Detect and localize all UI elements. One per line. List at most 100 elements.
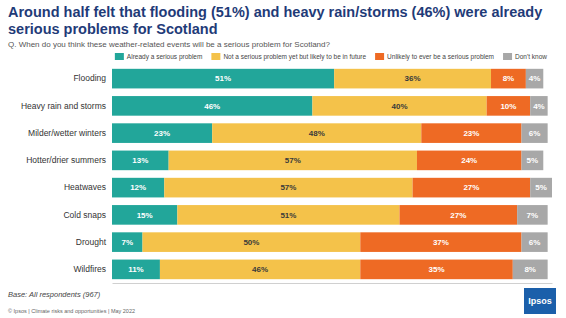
bar-segment xyxy=(491,69,526,89)
y-tick-label: Wildfires xyxy=(73,264,106,274)
y-tick: Drought xyxy=(76,237,112,247)
data-label: 8% xyxy=(524,265,536,274)
footer: © Ipsos | Climate risks and opportunitie… xyxy=(8,308,135,314)
bar-segment xyxy=(112,96,312,116)
legend-swatch xyxy=(503,53,512,60)
bar-segment xyxy=(487,96,531,116)
bar-segment xyxy=(513,260,548,280)
logo: Ipsos xyxy=(528,296,552,306)
data-label: 10% xyxy=(500,102,516,111)
bar-segment xyxy=(360,232,521,252)
bar-segment xyxy=(164,178,412,198)
bar-segment xyxy=(112,69,334,89)
bar-segment xyxy=(112,178,164,198)
data-label: 7% xyxy=(527,211,539,220)
y-tick: Heatwaves xyxy=(64,182,112,192)
data-label: 5% xyxy=(527,156,539,165)
data-label: 12% xyxy=(130,183,146,192)
bar-segment xyxy=(530,178,552,198)
bars xyxy=(112,69,552,279)
bar-segment xyxy=(112,151,169,171)
y-tick: Flooding xyxy=(73,73,112,83)
data-label: 46% xyxy=(204,102,220,111)
bar-segment xyxy=(526,69,543,89)
legend-item: Don't know xyxy=(503,53,547,60)
bar-segment xyxy=(112,232,142,252)
data-label: 4% xyxy=(533,102,545,111)
logo-box xyxy=(524,288,556,314)
legend-swatch xyxy=(115,53,124,60)
legend-label: Unlikely to ever be a serious problem xyxy=(387,53,494,61)
subtitle: Q. When do you think these weather-relat… xyxy=(8,40,331,49)
data-label: 57% xyxy=(280,183,296,192)
legend-swatch xyxy=(375,53,384,60)
y-tick-label: Hotter/drier summers xyxy=(26,155,106,165)
y-tick-label: Drought xyxy=(76,237,107,247)
chart: Around half felt that flooding (51%) and… xyxy=(0,0,566,318)
bar-segment xyxy=(421,123,521,143)
data-label: 57% xyxy=(285,156,301,165)
bar-segment xyxy=(417,151,522,171)
title: Around half felt that flooding (51%) and… xyxy=(8,4,542,37)
bar-segment xyxy=(112,205,177,225)
bar-segment xyxy=(360,260,512,280)
y-tick: Hotter/drier summers xyxy=(26,155,112,165)
bar-segment xyxy=(142,232,360,252)
y-tick-label: Cold snaps xyxy=(63,210,106,220)
data-label: 35% xyxy=(429,265,445,274)
base-note: Base: All respondents (967) xyxy=(8,290,101,299)
bar-segment xyxy=(517,205,547,225)
y-tick: Heavy rain and storms xyxy=(21,101,112,111)
data-label: 15% xyxy=(137,211,153,220)
data-label: 36% xyxy=(405,74,421,83)
y-tick-label: Heavy rain and storms xyxy=(21,101,106,111)
bar-segment xyxy=(334,69,491,89)
legend: Already a serious problem Not a serious p… xyxy=(115,53,547,61)
legend-item: Not a serious problem yet but likely to … xyxy=(211,53,366,61)
data-label: 37% xyxy=(433,238,449,247)
bar-segment xyxy=(413,178,531,198)
data-label: 27% xyxy=(463,183,479,192)
data-label: 40% xyxy=(392,102,408,111)
bar-segment xyxy=(212,123,421,143)
x-axis xyxy=(113,283,553,284)
data-label: 13% xyxy=(132,156,148,165)
y-tick-label: Heatwaves xyxy=(64,182,106,192)
data-label: 8% xyxy=(503,74,515,83)
data-label: 23% xyxy=(154,129,170,138)
legend-label: Not a serious problem yet but likely to … xyxy=(223,53,366,61)
data-label: 46% xyxy=(252,265,268,274)
y-tick-label: Flooding xyxy=(73,73,106,83)
legend-label: Already a serious problem xyxy=(127,53,203,61)
data-label: 27% xyxy=(450,211,466,220)
y-tick: Wildfires xyxy=(73,264,112,274)
data-label: 6% xyxy=(529,238,541,247)
bar-segment xyxy=(112,260,160,280)
bar-segment xyxy=(530,96,547,116)
bar-segment xyxy=(112,123,212,143)
legend-label: Don't know xyxy=(515,53,547,60)
y-tick: Cold snaps xyxy=(63,210,112,220)
bar-segment xyxy=(160,260,360,280)
legend-swatch xyxy=(211,53,220,60)
data-label: 6% xyxy=(529,129,541,138)
data-label: 11% xyxy=(128,265,144,274)
data-label: 7% xyxy=(121,238,133,247)
y-axis: Flooding Heavy rain and storms Milder/wett… xyxy=(21,73,112,274)
data-label: 51% xyxy=(215,74,231,83)
data-label: 50% xyxy=(243,238,259,247)
bar-segment xyxy=(400,205,518,225)
data-labels: 51%46%23%13%12%15%7%11%36%40%48%57%57%51… xyxy=(121,74,546,274)
data-label: 4% xyxy=(529,74,541,83)
bar-segment xyxy=(522,232,548,252)
data-label: 24% xyxy=(461,156,477,165)
data-label: 48% xyxy=(309,129,325,138)
bar-segment xyxy=(312,96,486,116)
bar-segment xyxy=(522,123,548,143)
y-tick-label: Milder/wetter winters xyxy=(28,128,106,138)
y-tick: Milder/wetter winters xyxy=(28,128,112,138)
legend-item: Already a serious problem xyxy=(115,53,203,61)
x-axis-line xyxy=(113,283,553,284)
legend-item: Unlikely to ever be a serious problem xyxy=(375,53,494,61)
bar-segment xyxy=(177,205,399,225)
